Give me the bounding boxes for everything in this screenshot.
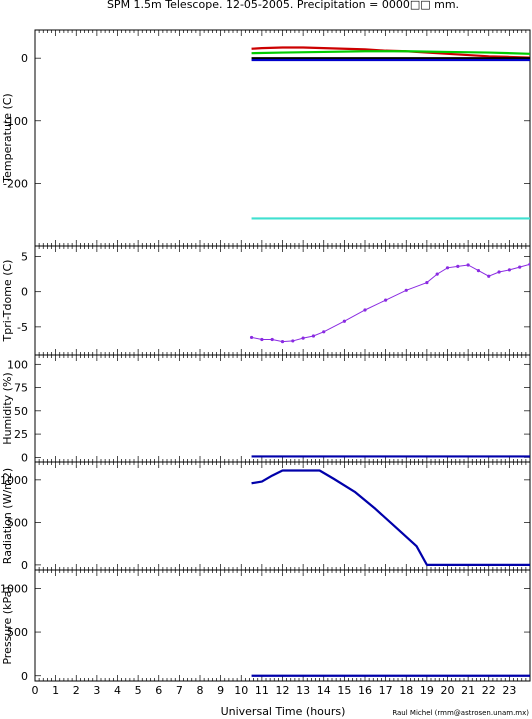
x-tick-label: 9	[217, 684, 224, 697]
panel-frame	[34, 29, 531, 247]
y-axis-label: Tpri-Tdome (C)	[1, 260, 14, 343]
series-group	[249, 262, 530, 344]
x-tick-label: 11	[255, 684, 269, 697]
credit-text: Raul Michel (rmm@astrosen.unam.mx)	[392, 709, 529, 717]
x-tick-label: 5	[135, 684, 142, 697]
x-tick-label: 15	[337, 684, 351, 697]
y-tick-label: -100	[3, 115, 28, 128]
panel-frame	[34, 461, 531, 571]
x-tick-label: 6	[155, 684, 162, 697]
x-tick-label: 21	[461, 684, 475, 697]
y-tick-label: -200	[3, 177, 28, 190]
x-tick-label: 22	[482, 684, 496, 697]
y-tick-label: 25	[14, 428, 28, 441]
x-tick-label: 17	[379, 684, 393, 697]
y-tick-label: 0	[21, 52, 28, 65]
y-tick-label: -5	[17, 321, 28, 334]
y-tick-label: 5	[21, 251, 28, 264]
y-tick-label: 1000	[0, 582, 28, 595]
series-line	[251, 469, 530, 566]
y-tick-label: 75	[14, 382, 28, 395]
y-tick-label: 50	[14, 405, 28, 418]
x-tick-label: 13	[296, 684, 310, 697]
y-axis-label: Temperature (C)	[1, 93, 14, 183]
y-tick-label: 0	[21, 451, 28, 464]
x-tick-label: 20	[441, 684, 455, 697]
y-tick-label: 500	[7, 516, 28, 529]
x-tick-label: 4	[114, 684, 121, 697]
panel-frame	[34, 354, 531, 463]
series-line	[251, 50, 530, 55]
x-tick-label: 18	[399, 684, 413, 697]
x-tick-label: 16	[358, 684, 372, 697]
panel-frame	[34, 569, 531, 682]
x-tick-label: 23	[502, 684, 516, 697]
x-tick-label: 10	[234, 684, 248, 697]
x-tick-label: 2	[73, 684, 80, 697]
x-tick-label: 3	[93, 684, 100, 697]
x-axis-label: Universal Time (hours)	[221, 705, 346, 718]
x-tick-label: 8	[197, 684, 204, 697]
x-axis-tick-labels: 0 1 2 3 4 5 6 7 8 9 10 11 12 13 14 15 16 17 18 19 20 21 22 23	[32, 684, 517, 697]
panel-frame	[34, 245, 531, 356]
y-tick-label: 0	[21, 559, 28, 572]
y-tick-label: 500	[7, 626, 28, 639]
y-tick-label: 0	[21, 670, 28, 683]
x-tick-label: 12	[276, 684, 290, 697]
series-group	[251, 46, 530, 220]
series-group	[251, 469, 530, 566]
x-tick-label: 7	[176, 684, 183, 697]
y-tick-label: 0	[21, 286, 28, 299]
y-tick-label: 1000	[0, 474, 28, 487]
chart-title: SPM 1.5m Telescope. 12-05-2005. Precipit…	[107, 0, 459, 11]
y-axis-label: Pressure (kPa)	[1, 586, 14, 664]
x-tick-label: 14	[317, 684, 331, 697]
x-tick-label: 19	[420, 684, 434, 697]
y-axis-label: Humidity (%)	[1, 372, 14, 444]
x-tick-label: 0	[32, 684, 39, 697]
y-tick-label: 100	[7, 358, 28, 371]
y-axis-label: Radiation (W/m2)	[1, 468, 14, 564]
series-line	[251, 263, 530, 343]
x-tick-label: 1	[52, 684, 59, 697]
